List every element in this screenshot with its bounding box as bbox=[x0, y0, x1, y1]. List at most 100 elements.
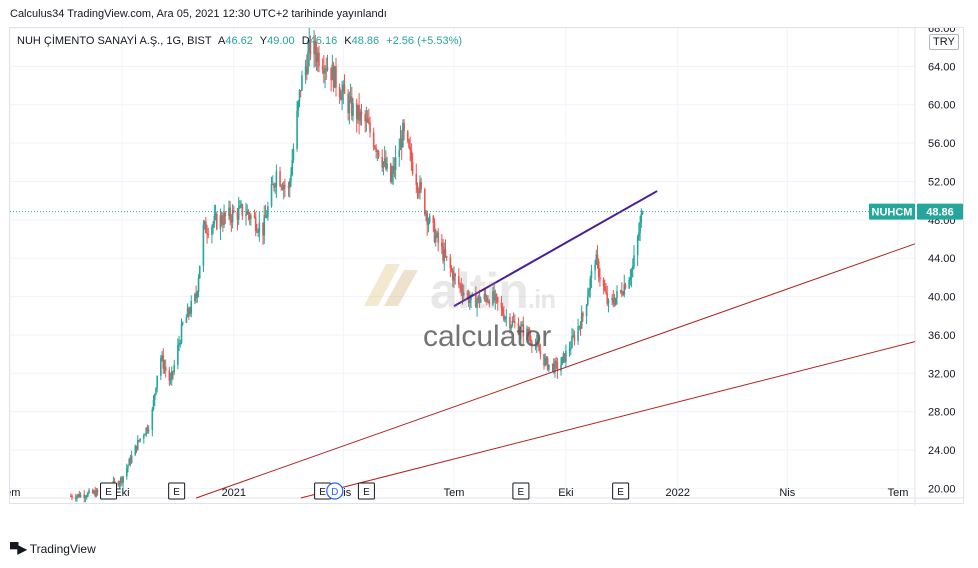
candle-body bbox=[476, 300, 478, 308]
candle-body bbox=[318, 52, 320, 67]
ticker-tag-label: NUHCM bbox=[872, 207, 913, 219]
candle-body bbox=[621, 290, 623, 295]
candle-body bbox=[202, 225, 205, 266]
candle-body bbox=[180, 324, 183, 344]
candle-body bbox=[315, 54, 318, 62]
trendline-lower_red[interactable] bbox=[300, 341, 916, 499]
candle-body bbox=[483, 294, 486, 300]
candle-body bbox=[139, 438, 141, 441]
y-tick-label: 20.00 bbox=[928, 483, 956, 495]
candle-body bbox=[486, 297, 488, 302]
candle-body bbox=[477, 295, 480, 301]
candle-body bbox=[274, 186, 276, 188]
candle-body bbox=[462, 292, 465, 296]
candle-body bbox=[595, 254, 598, 265]
candle-body bbox=[436, 232, 438, 236]
candle-body bbox=[522, 324, 525, 337]
candle-body bbox=[372, 132, 375, 148]
candle-body bbox=[212, 223, 214, 228]
currency-selector[interactable]: TRY bbox=[929, 34, 959, 50]
earnings-marker[interactable] bbox=[357, 482, 375, 500]
candle-body bbox=[245, 214, 247, 216]
candle-body bbox=[364, 114, 366, 122]
footer-brand[interactable]: ▀▶ TradingView bbox=[10, 542, 96, 556]
x-tick-label: Nis bbox=[779, 487, 795, 499]
earnings-marker-label: E bbox=[617, 487, 624, 498]
candle-body bbox=[386, 163, 388, 169]
candle-body bbox=[588, 290, 590, 297]
legend-high-value: 49.00 bbox=[267, 35, 295, 47]
candle-body bbox=[190, 300, 193, 314]
candle-body bbox=[152, 399, 155, 410]
candle-body bbox=[383, 158, 386, 163]
candle-body bbox=[230, 218, 233, 223]
candle-body bbox=[641, 211, 644, 214]
candle-body bbox=[416, 184, 419, 192]
candle-body bbox=[355, 103, 358, 120]
earnings-marker[interactable] bbox=[100, 482, 118, 500]
candle-body bbox=[146, 427, 149, 431]
dividend-marker[interactable] bbox=[326, 482, 344, 500]
candle-body bbox=[639, 221, 641, 234]
candle-body bbox=[529, 335, 532, 342]
trendline-upper_red[interactable] bbox=[195, 243, 916, 499]
dividend-marker-label: D bbox=[331, 487, 338, 498]
earnings-marker[interactable] bbox=[512, 482, 530, 500]
y-tick-label: 44.00 bbox=[928, 253, 956, 265]
candle-body bbox=[568, 348, 571, 351]
candle-body bbox=[205, 221, 207, 233]
candle-body bbox=[410, 150, 413, 163]
candle-body bbox=[185, 317, 188, 323]
candle-body bbox=[393, 166, 396, 171]
candle-body bbox=[122, 476, 124, 483]
candle-body bbox=[535, 341, 538, 346]
earnings-marker-label: E bbox=[173, 487, 180, 498]
candle-body bbox=[196, 291, 199, 298]
candle-body bbox=[428, 215, 431, 223]
candle-body bbox=[589, 278, 592, 291]
candle-body bbox=[173, 364, 176, 373]
earnings-marker[interactable] bbox=[612, 482, 630, 500]
candle-body bbox=[604, 286, 606, 291]
candle-body bbox=[400, 138, 403, 148]
candle-body bbox=[228, 207, 230, 216]
candle-body bbox=[597, 261, 600, 278]
candle-body bbox=[321, 66, 324, 71]
candle-body bbox=[156, 375, 158, 388]
candle-body bbox=[638, 233, 640, 238]
candle-body bbox=[594, 264, 596, 271]
candle-body bbox=[534, 345, 537, 347]
chart-panel[interactable]: 20.00 24.00 28.00 32.00 36.00 40.00 44.00 48.00… bbox=[9, 27, 965, 505]
earnings-marker[interactable] bbox=[168, 482, 186, 500]
candle-body bbox=[415, 173, 418, 185]
candle-body bbox=[85, 496, 88, 498]
legend-open-value: 46.62 bbox=[225, 35, 253, 47]
candle-body bbox=[545, 357, 548, 359]
candle-body bbox=[569, 347, 572, 349]
candle-body bbox=[296, 110, 298, 149]
candle-body bbox=[494, 294, 497, 301]
candle-body bbox=[501, 307, 504, 315]
candle-body bbox=[214, 213, 217, 216]
price-tag-label: 48.86 bbox=[926, 207, 954, 219]
candle-body bbox=[288, 181, 291, 188]
candle-body bbox=[548, 364, 550, 370]
candle-body bbox=[160, 358, 162, 376]
candle-body bbox=[409, 147, 411, 151]
y-tick-label: 24.00 bbox=[928, 445, 956, 457]
candle-body bbox=[531, 341, 533, 346]
x-tick-label: 2021 bbox=[222, 487, 246, 499]
candle-body bbox=[130, 455, 133, 463]
candle-body bbox=[195, 294, 197, 298]
candle-body bbox=[117, 481, 120, 486]
candle-body bbox=[580, 312, 583, 329]
chart-canvas[interactable]: 20.0024.0028.0032.0036.0040.0044.0048.00… bbox=[10, 28, 965, 505]
candle-body bbox=[77, 494, 79, 497]
trendline-purple[interactable] bbox=[453, 190, 658, 308]
candle-body bbox=[215, 213, 218, 229]
x-tick-label: Eki bbox=[114, 487, 129, 499]
candle-body bbox=[331, 64, 334, 81]
candle-body bbox=[127, 465, 129, 469]
candle-body bbox=[466, 292, 469, 295]
candle-body bbox=[207, 233, 210, 236]
